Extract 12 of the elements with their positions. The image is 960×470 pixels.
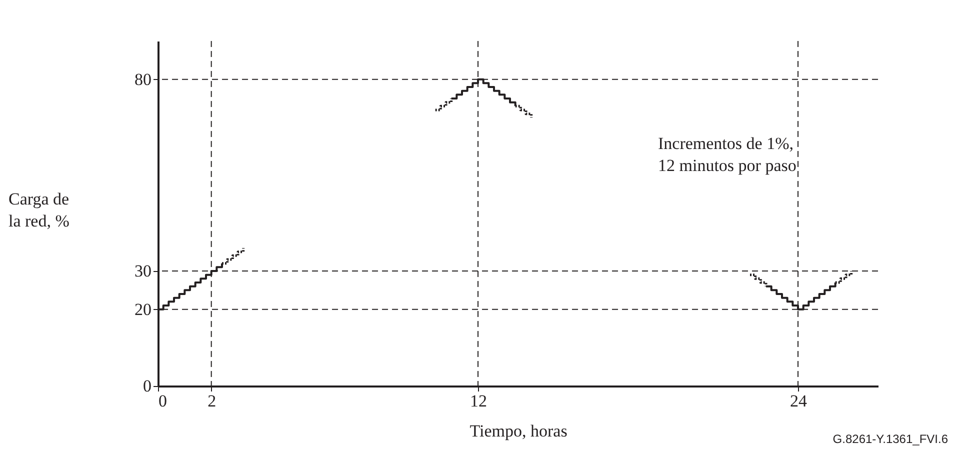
y-tick-label: 30 [134, 262, 152, 280]
y-axis-title: Carga de la red, % [8, 190, 70, 230]
y-tick-label: 80 [134, 70, 152, 89]
y-tick-label: 20 [134, 300, 152, 319]
x-tick-label: 12 [470, 392, 487, 410]
text: G.8261-Y.1361_FVI.6 [832, 432, 948, 446]
y-tick-label: 0 [143, 376, 152, 396]
x-tick-label: 24 [790, 392, 808, 410]
x-tick-label: 2 [208, 392, 216, 410]
x-tick-label: 0 [158, 392, 167, 410]
x-axis-title: Tiempo, horas [470, 422, 568, 440]
annotation: Incrementos de 1%, 12 minutos por paso [658, 134, 796, 175]
